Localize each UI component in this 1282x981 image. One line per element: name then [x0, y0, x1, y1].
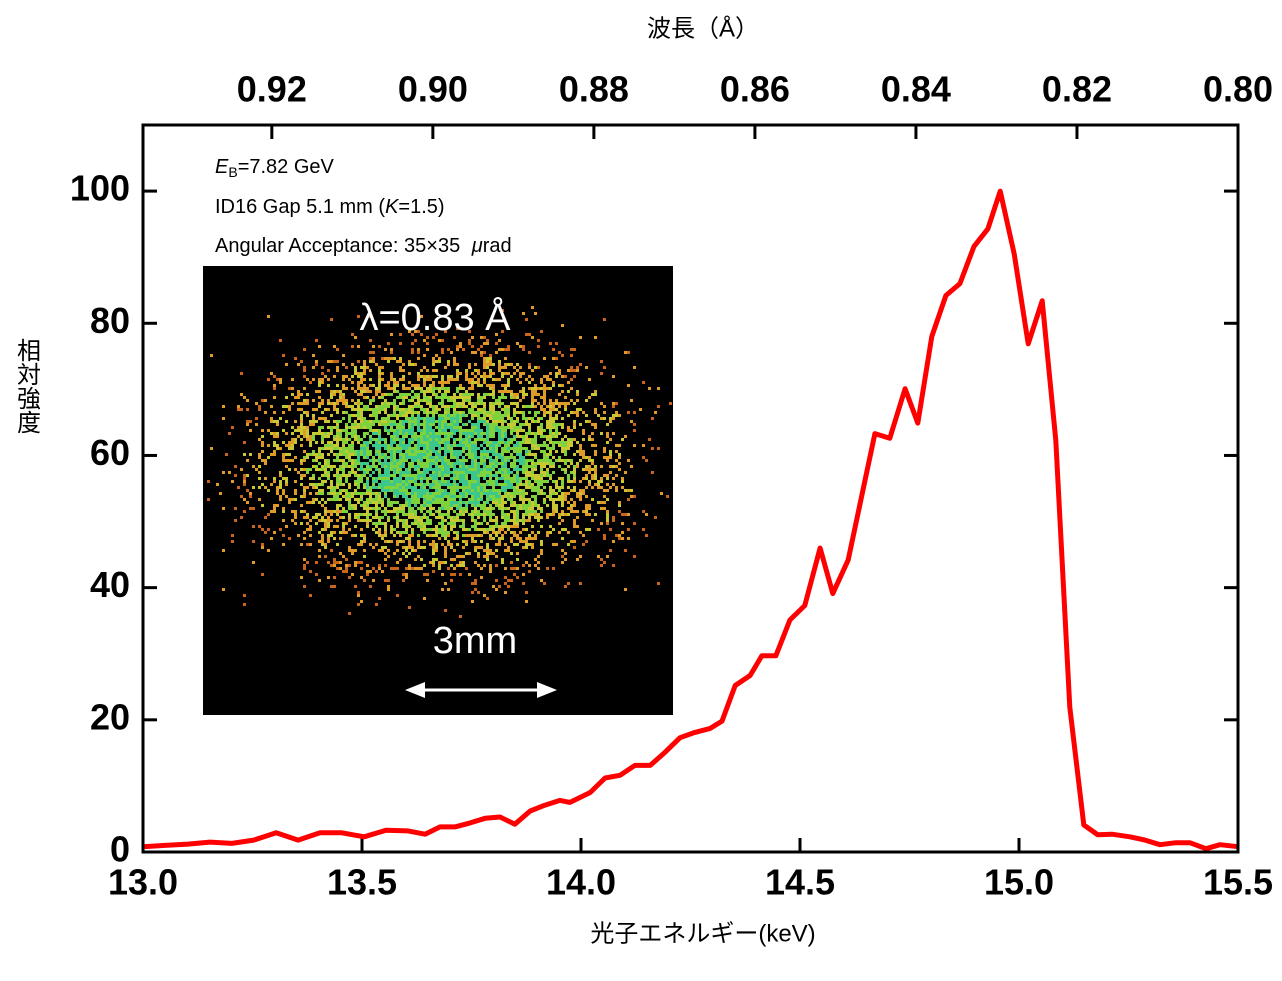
x2-tick-label: 0.80: [1203, 69, 1273, 110]
inset-label: λ=0.83 Å: [359, 295, 511, 339]
y-tick-label: 60: [90, 432, 130, 473]
annotation-part: B: [228, 164, 237, 180]
chart: 波長（Å） 光子エネルギー(keV) 相対強度 EB=7.82 GeV ID16…: [0, 0, 1282, 976]
annotation-part: μ: [471, 235, 483, 257]
annotation-part: =7.82 GeV: [238, 156, 335, 178]
x2-tick-label: 0.92: [237, 69, 307, 110]
y-tick-label: 80: [90, 300, 130, 341]
x2-tick-label: 0.88: [559, 69, 629, 110]
annotation-part: =1.5): [398, 196, 444, 218]
x-tick-label: 15.0: [984, 862, 1054, 903]
x2-tick-label: 0.82: [1042, 69, 1112, 110]
annotation-part: Angular Acceptance: 35×35: [215, 235, 466, 257]
annotation-part: E: [215, 156, 229, 178]
y-tick-label: 40: [90, 564, 130, 605]
y-tick-label: 100: [70, 168, 130, 209]
annotation-part: rad: [483, 235, 512, 257]
inset-scale-label: 3mm: [433, 620, 517, 662]
x-tick-label: 15.5: [1203, 862, 1273, 903]
x-axis-title: 光子エネルギー(keV): [590, 920, 815, 947]
x-tick-label: 13.0: [108, 862, 178, 903]
y-axis-title: 相対強度: [13, 338, 41, 434]
annotation-part: ID16 Gap 5.1 mm (: [215, 196, 385, 218]
y-tick-label: 20: [90, 696, 130, 737]
annotation: EB=7.82 GeV: [215, 156, 335, 179]
top-axis-title: 波長（Å）: [647, 14, 759, 42]
x-tick-label: 13.5: [327, 862, 397, 903]
annotation: ID16 Gap 5.1 mm (K=1.5): [215, 196, 445, 218]
page: {"chart_data": { "type": "line", "x_labe…: [0, 0, 1282, 981]
x2-tick-label: 0.90: [398, 69, 468, 110]
x-tick-label: 14.5: [765, 862, 835, 903]
x2-tick-label: 0.84: [881, 69, 951, 110]
x-tick-label: 14.0: [546, 862, 616, 903]
annotation: Angular Acceptance: 35×35 μrad: [215, 235, 512, 257]
x2-tick-label: 0.86: [720, 69, 790, 110]
